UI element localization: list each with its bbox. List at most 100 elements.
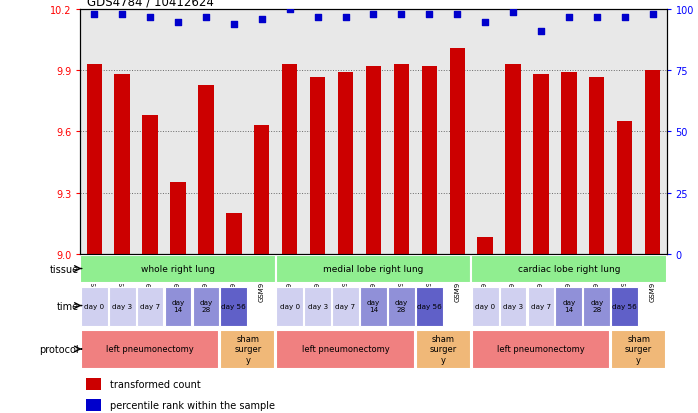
Point bbox=[424, 12, 435, 19]
Bar bbox=[416, 330, 470, 370]
Text: left pneumonectomy: left pneumonectomy bbox=[106, 345, 194, 354]
Text: day 56: day 56 bbox=[417, 303, 442, 309]
Bar bbox=[221, 287, 247, 326]
Text: sham
surger
y: sham surger y bbox=[429, 334, 457, 364]
Bar bbox=[221, 330, 275, 370]
Bar bbox=[472, 287, 498, 326]
Point bbox=[396, 12, 407, 19]
Text: day 7: day 7 bbox=[531, 303, 551, 309]
Bar bbox=[276, 330, 415, 370]
Point bbox=[647, 12, 658, 19]
Point bbox=[340, 14, 351, 21]
Text: day 7: day 7 bbox=[140, 303, 160, 309]
Text: day
28: day 28 bbox=[591, 299, 603, 312]
Point bbox=[507, 9, 519, 16]
Point bbox=[312, 14, 323, 21]
Bar bbox=[611, 330, 666, 370]
Point bbox=[144, 14, 156, 21]
Point bbox=[284, 7, 295, 14]
Point bbox=[117, 12, 128, 19]
Bar bbox=[645, 71, 660, 254]
Point bbox=[172, 19, 184, 26]
Bar bbox=[394, 65, 409, 254]
Bar bbox=[500, 287, 526, 326]
Text: sham
surger
y: sham surger y bbox=[234, 334, 262, 364]
Bar bbox=[472, 330, 610, 370]
Text: tissue: tissue bbox=[50, 264, 79, 274]
Bar bbox=[533, 75, 549, 254]
Point bbox=[452, 12, 463, 19]
Text: day
14: day 14 bbox=[563, 299, 575, 312]
Text: day
28: day 28 bbox=[200, 299, 212, 312]
Point bbox=[200, 14, 211, 21]
Text: left pneumonectomy: left pneumonectomy bbox=[497, 345, 585, 354]
Bar bbox=[304, 287, 331, 326]
Point bbox=[619, 14, 630, 21]
Bar bbox=[416, 287, 443, 326]
Bar bbox=[584, 287, 610, 326]
Bar bbox=[142, 116, 158, 254]
Text: day
28: day 28 bbox=[395, 299, 408, 312]
Point bbox=[368, 12, 379, 19]
Text: left pneumonectomy: left pneumonectomy bbox=[302, 345, 389, 354]
Bar bbox=[80, 256, 276, 283]
Bar bbox=[388, 287, 415, 326]
Bar bbox=[87, 65, 102, 254]
Text: day
14: day 14 bbox=[172, 299, 184, 312]
Text: day 0: day 0 bbox=[280, 303, 299, 309]
Text: day 0: day 0 bbox=[475, 303, 495, 309]
Bar bbox=[528, 287, 554, 326]
Text: day 3: day 3 bbox=[308, 303, 327, 309]
Text: medial lobe right lung: medial lobe right lung bbox=[323, 264, 424, 273]
Bar bbox=[170, 183, 186, 254]
Text: cardiac lobe right lung: cardiac lobe right lung bbox=[518, 264, 620, 273]
Bar bbox=[471, 256, 667, 283]
Text: sham
surger
y: sham surger y bbox=[625, 334, 653, 364]
Point bbox=[591, 14, 602, 21]
Point bbox=[563, 14, 574, 21]
Bar bbox=[86, 378, 101, 390]
Bar bbox=[193, 287, 219, 326]
Point bbox=[89, 12, 100, 19]
Point bbox=[256, 17, 267, 24]
Text: day 56: day 56 bbox=[221, 303, 246, 309]
Text: day 56: day 56 bbox=[612, 303, 637, 309]
Text: percentile rank within the sample: percentile rank within the sample bbox=[110, 400, 274, 410]
Text: day 0: day 0 bbox=[84, 303, 104, 309]
Point bbox=[228, 21, 239, 28]
Text: protocol: protocol bbox=[39, 344, 79, 354]
Text: day
14: day 14 bbox=[367, 299, 380, 312]
Text: day 3: day 3 bbox=[112, 303, 132, 309]
Bar bbox=[561, 73, 577, 254]
Bar bbox=[477, 238, 493, 254]
Point bbox=[535, 29, 547, 36]
Point bbox=[480, 19, 491, 26]
Bar bbox=[450, 49, 465, 254]
Text: whole right lung: whole right lung bbox=[141, 264, 215, 273]
Bar bbox=[617, 122, 632, 254]
Bar bbox=[81, 287, 107, 326]
Bar bbox=[165, 287, 191, 326]
Text: transformed count: transformed count bbox=[110, 379, 200, 389]
Bar bbox=[86, 399, 101, 411]
Text: time: time bbox=[57, 301, 79, 311]
Bar bbox=[556, 287, 582, 326]
Bar bbox=[81, 330, 219, 370]
Bar bbox=[611, 287, 638, 326]
Text: day 7: day 7 bbox=[336, 303, 355, 309]
Bar bbox=[198, 85, 214, 254]
Bar bbox=[310, 77, 325, 254]
Bar bbox=[282, 65, 297, 254]
Bar bbox=[366, 67, 381, 254]
Bar bbox=[276, 256, 471, 283]
Bar bbox=[109, 287, 135, 326]
Bar bbox=[114, 75, 130, 254]
Text: day 3: day 3 bbox=[503, 303, 523, 309]
Bar bbox=[332, 287, 359, 326]
Bar bbox=[422, 67, 437, 254]
Bar bbox=[589, 77, 604, 254]
Bar bbox=[254, 126, 269, 254]
Text: GDS4784 / 10412624: GDS4784 / 10412624 bbox=[87, 0, 214, 8]
Bar bbox=[276, 287, 303, 326]
Bar bbox=[505, 65, 521, 254]
